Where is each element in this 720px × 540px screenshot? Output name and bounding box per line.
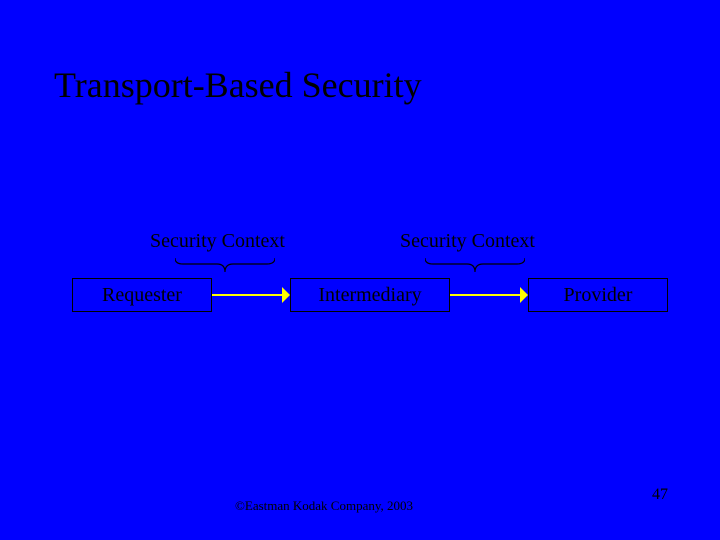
arrow-head-icon: [520, 287, 528, 303]
slide-title: Transport-Based Security: [54, 64, 422, 106]
node-requester: Requester: [72, 278, 212, 312]
page-number: 47: [652, 486, 668, 504]
brace-icon: [175, 258, 275, 274]
copyright-footer: ©Eastman Kodak Company, 2003: [235, 498, 413, 514]
node-intermediary: Intermediary: [290, 278, 450, 312]
arrow-line: [212, 294, 282, 296]
security-context-label: Security Context: [400, 230, 535, 253]
node-label: Intermediary: [318, 284, 421, 307]
node-label: Provider: [564, 284, 633, 307]
arrow-line: [450, 294, 520, 296]
node-provider: Provider: [528, 278, 668, 312]
slide: Transport-Based Security Security Contex…: [0, 0, 720, 540]
arrow-head-icon: [282, 287, 290, 303]
node-label: Requester: [102, 284, 182, 307]
security-context-label: Security Context: [150, 230, 285, 253]
brace-icon: [425, 258, 525, 274]
